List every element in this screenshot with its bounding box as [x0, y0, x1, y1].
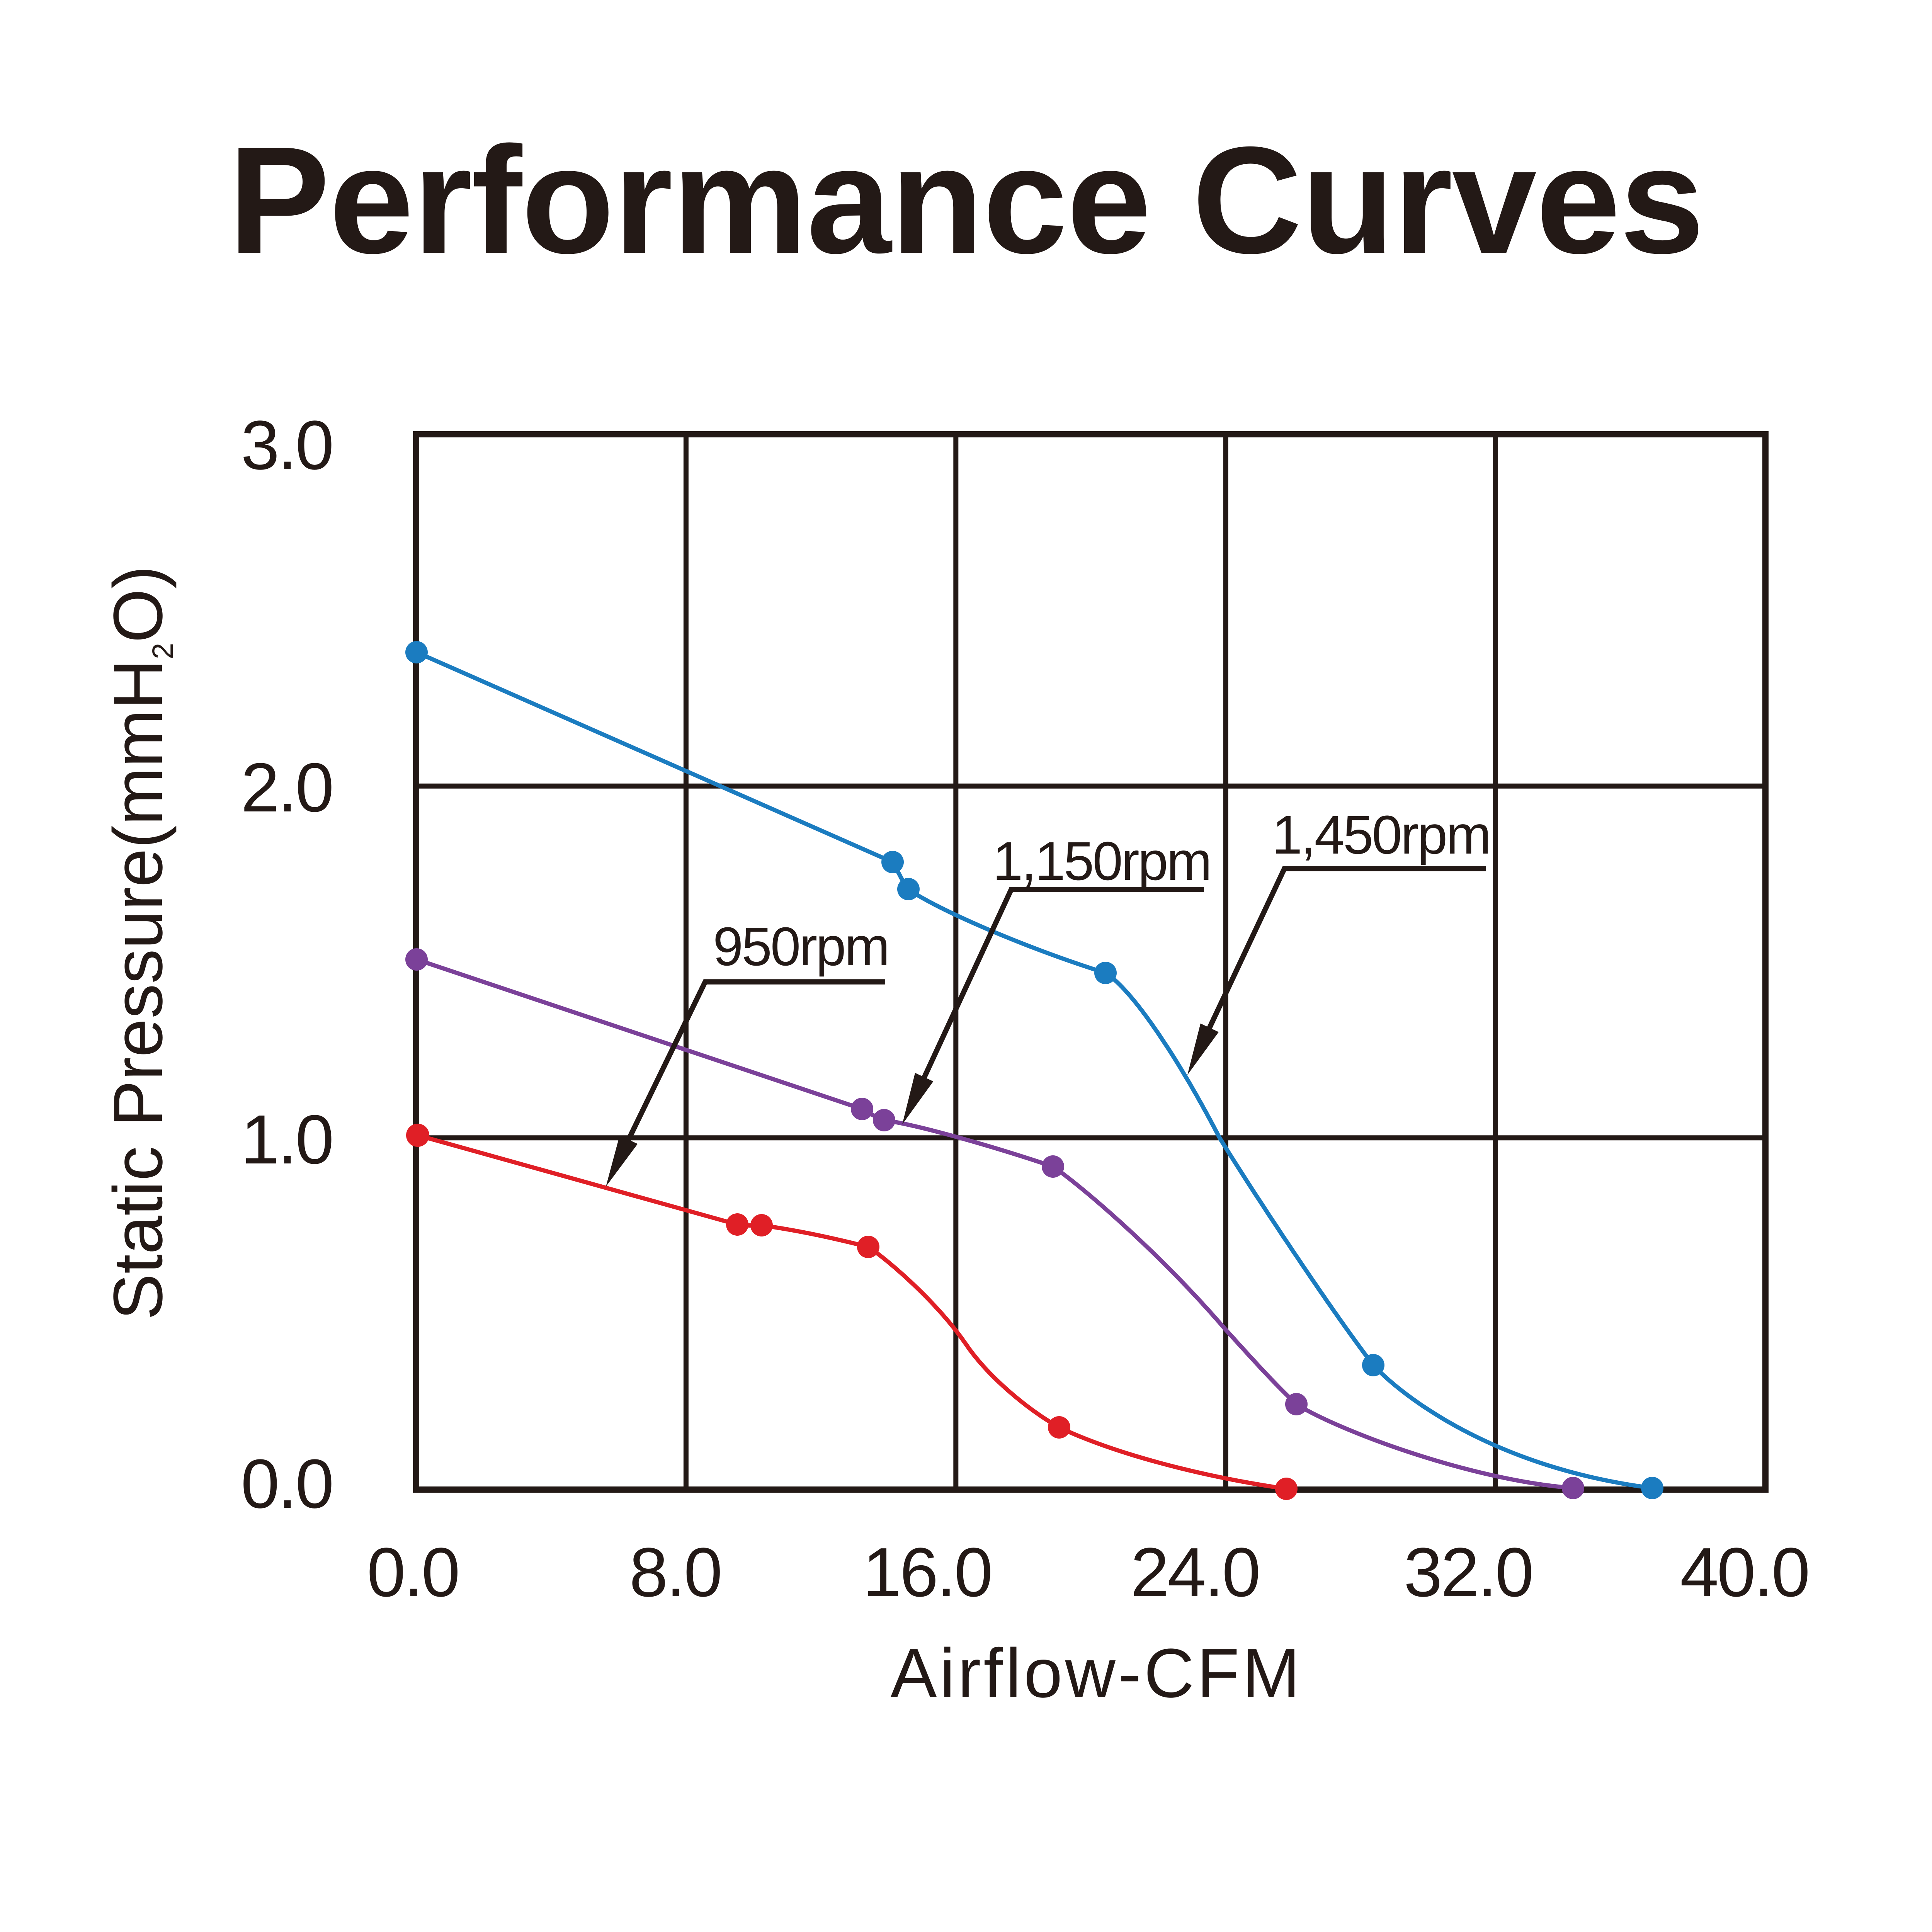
svg-text:950rpm: 950rpm: [713, 916, 888, 977]
svg-text:1,450rpm: 1,450rpm: [1272, 804, 1490, 865]
svg-text:40.0: 40.0: [1680, 1534, 1808, 1611]
svg-text:0.0: 0.0: [241, 1445, 332, 1523]
svg-text:1,150rpm: 1,150rpm: [993, 830, 1211, 891]
svg-text:32.0: 32.0: [1404, 1534, 1532, 1611]
svg-text:Airflow-CFM: Airflow-CFM: [891, 1634, 1303, 1712]
svg-text:Static Pressure(mmH2O): Static Pressure(mmH2O): [99, 566, 179, 1320]
svg-text:8.0: 8.0: [629, 1534, 721, 1611]
svg-text:1.0: 1.0: [241, 1101, 332, 1179]
svg-text:0.0: 0.0: [367, 1534, 459, 1611]
svg-text:Performance Curves: Performance Curves: [228, 115, 1704, 285]
svg-text:2.0: 2.0: [241, 749, 332, 827]
svg-text:3.0: 3.0: [241, 406, 332, 484]
svg-text:24.0: 24.0: [1131, 1534, 1259, 1611]
svg-text:16.0: 16.0: [863, 1534, 991, 1611]
